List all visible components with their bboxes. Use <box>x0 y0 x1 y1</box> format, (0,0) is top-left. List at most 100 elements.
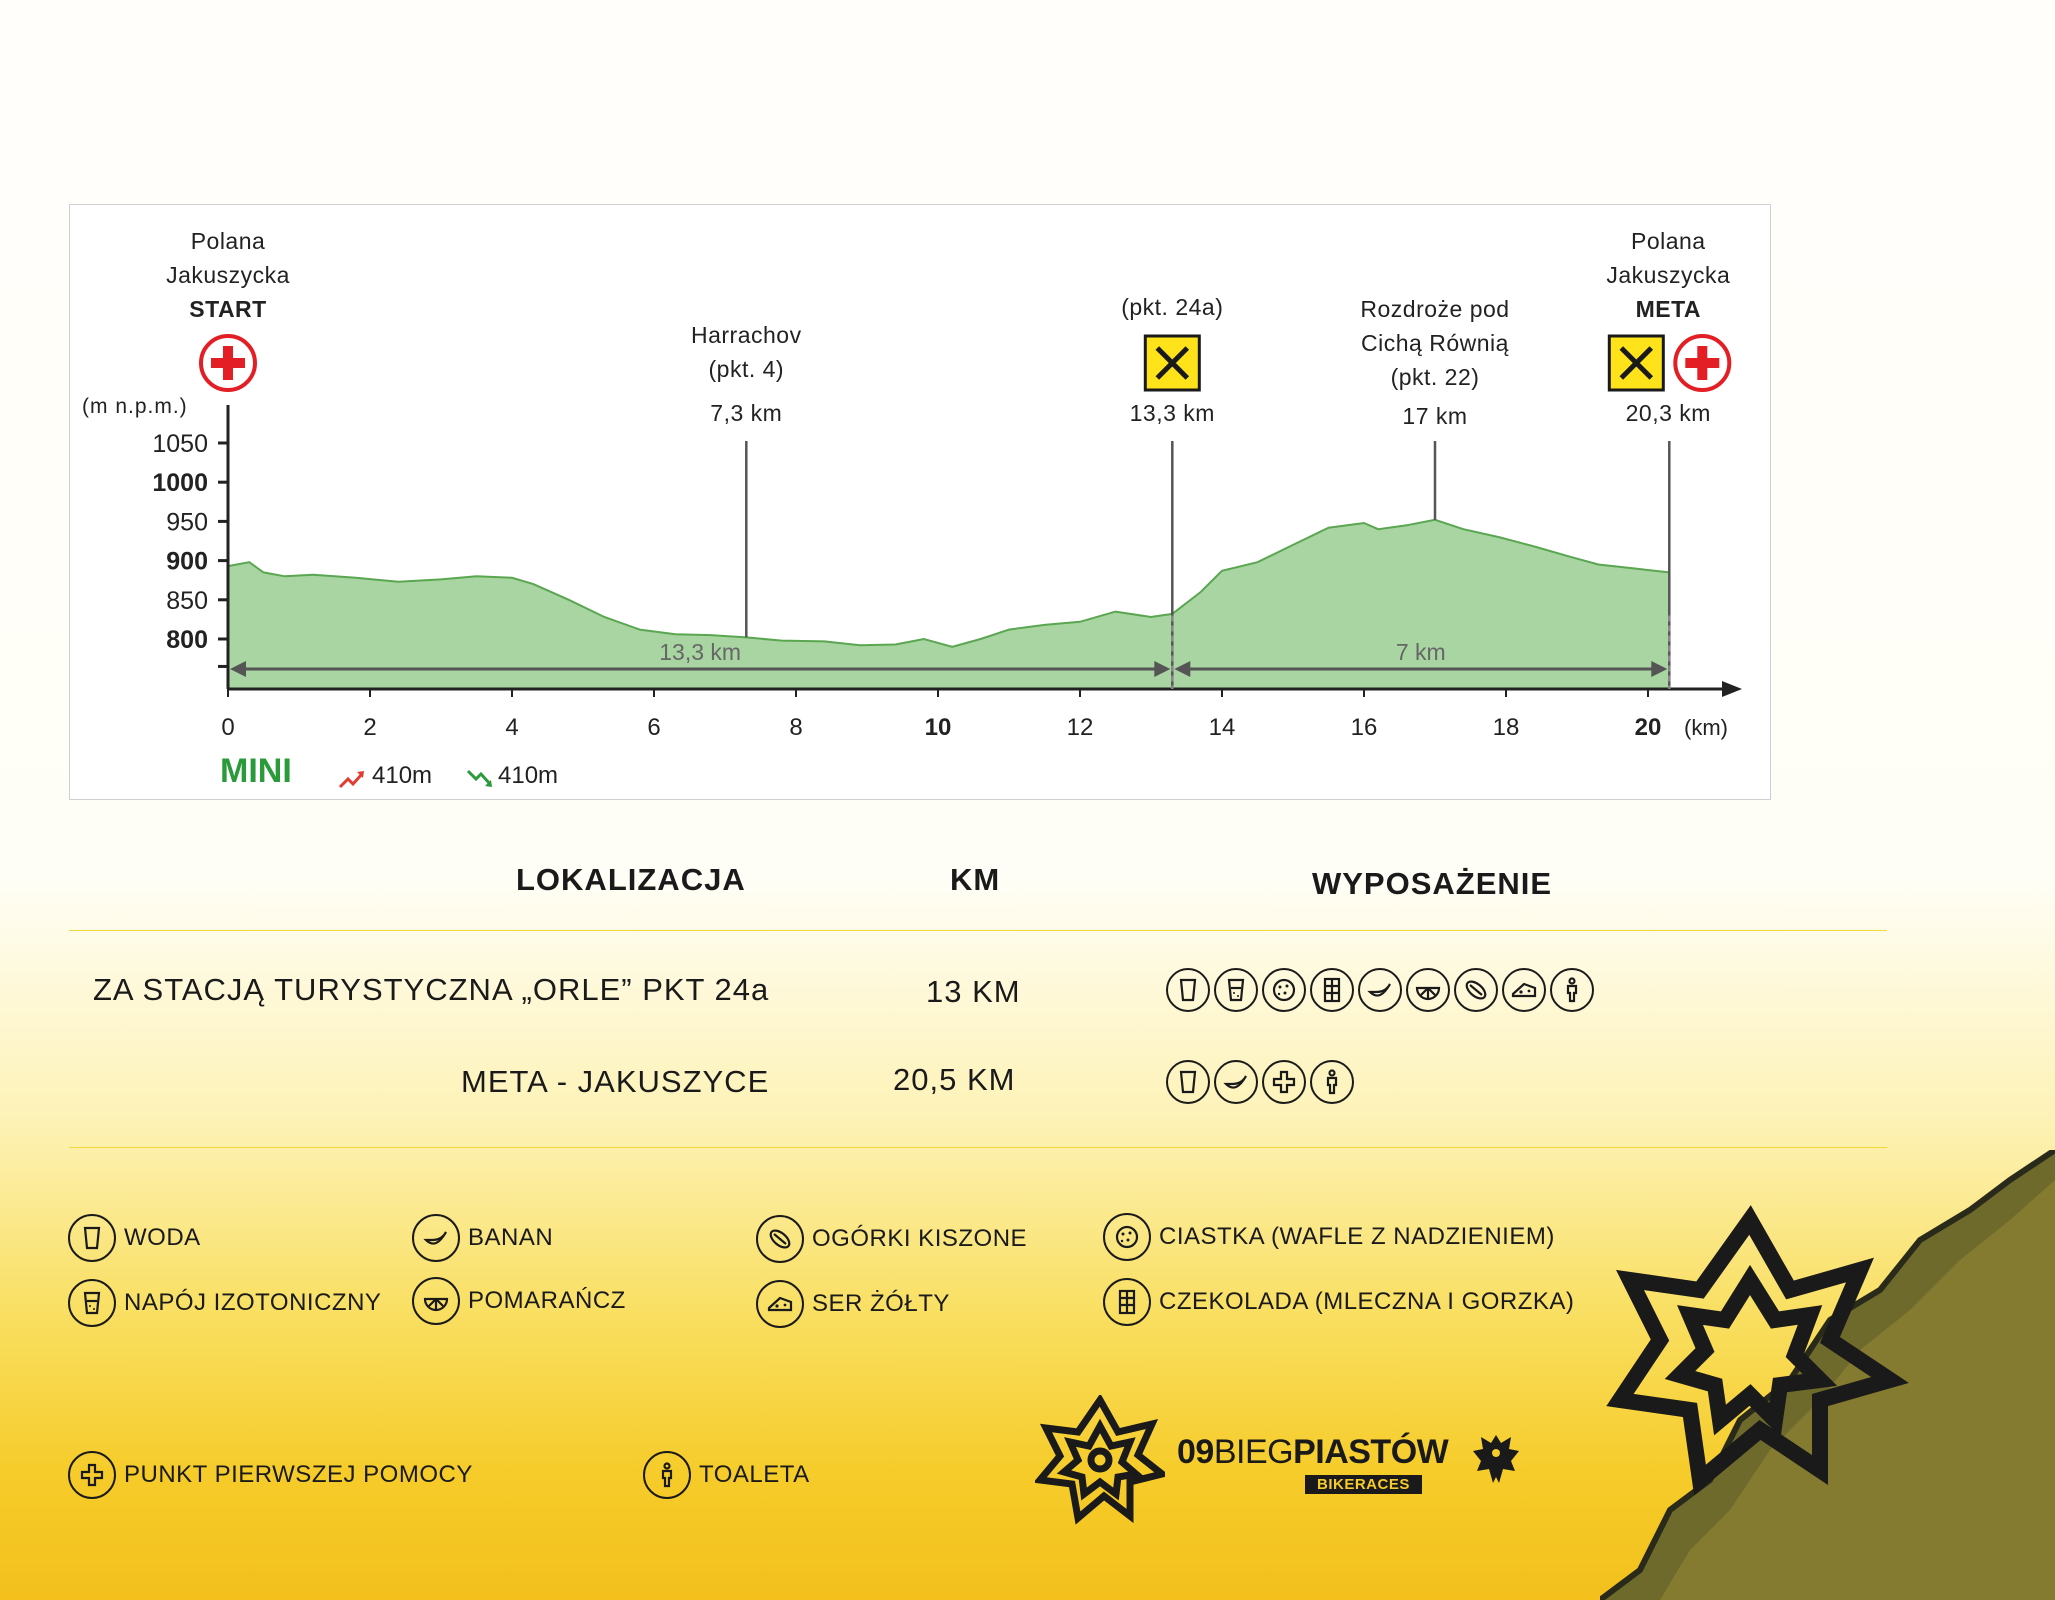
legend-first-aid-label: PUNKT PIERWSZEJ POMOCY <box>124 1461 473 1488</box>
legend-banana: BANAN <box>412 1214 553 1262</box>
waypoint-name: Jakuszycka <box>1606 262 1730 288</box>
segment-label: 13,3 km <box>659 639 741 665</box>
elevation-profile-chart: (m n.p.m.) 800 850 900 950 1000 1050 0 2 4 6 8 10 12 1… <box>82 228 1742 790</box>
x-tick-label: 20 <box>1635 714 1662 741</box>
isotonic-icon <box>1214 968 1258 1012</box>
x-axis-arrow <box>1722 681 1742 697</box>
toilet-icon <box>643 1451 691 1499</box>
cheese-icon <box>756 1280 804 1328</box>
elevation-area <box>228 519 1670 689</box>
big-emblem-icon <box>1606 1205 1909 1496</box>
legend-isotonic: NAPÓJ IZOTONICZNY <box>68 1279 381 1327</box>
chocolate-icon <box>1310 968 1354 1012</box>
orange-icon <box>1406 968 1450 1012</box>
legend-first-aid: PUNKT PIERWSZEJ POMOCY <box>68 1451 473 1499</box>
legend-isotonic-label: NAPÓJ IZOTONICZNY <box>124 1289 382 1316</box>
legend-water-label: WODA <box>124 1224 201 1251</box>
logo-brand-a: BIEG <box>1213 1433 1294 1471</box>
waypoint-name: START <box>189 296 266 322</box>
waypoint-distance: 13,3 km <box>1130 400 1215 426</box>
legend-chocolate-label: CZEKOLADA (MLECZNA I GORZKA) <box>1159 1288 1575 1315</box>
waypoint-name: Harrachov <box>691 322 802 348</box>
segment-arrow-left <box>1174 661 1191 677</box>
legend-cookie: CIASTKA (WAFLE Z NADZIENIEM) <box>1103 1213 1555 1261</box>
waypoint-distance: 20,3 km <box>1626 400 1711 426</box>
segment-label: 7 km <box>1396 639 1446 665</box>
first-aid-cross <box>1685 346 1720 380</box>
toilet-icon <box>1550 968 1594 1012</box>
banana-icon <box>1214 1060 1258 1104</box>
row-1-km: 13 KM <box>926 974 1021 1009</box>
y-tick-label: 850 <box>166 587 208 615</box>
banana-icon <box>1358 968 1402 1012</box>
profile-name: MINI <box>220 752 292 790</box>
waypoint-name: Cichą Równią <box>1361 330 1509 356</box>
y-tick-label: 1000 <box>152 469 208 497</box>
legend-toilet: TOALETA <box>643 1451 810 1499</box>
pickle-icon <box>756 1215 804 1263</box>
first-aid-icon <box>1673 334 1732 392</box>
row-1-equipment-icons <box>1166 968 1594 1012</box>
legend-pickle-label: OGÓRKI KISZONE <box>812 1225 1028 1252</box>
elevation-line <box>227 518 1670 648</box>
orange-icon <box>412 1277 460 1325</box>
legend-orange: POMARAŃCZ <box>412 1277 626 1325</box>
food-station-icon <box>1143 334 1201 392</box>
waypoint-name: (pkt. 22) <box>1391 364 1480 390</box>
legend-toilet-label: TOALETA <box>699 1461 810 1488</box>
food-station-cutlery <box>1155 346 1190 380</box>
legend-chocolate: CZEKOLADA (MLECZNA I GORZKA) <box>1103 1278 1574 1326</box>
waypoint-name: (pkt. 24a) <box>1121 294 1223 320</box>
ascent-icon <box>338 771 364 789</box>
x-tick-label: 18 <box>1493 714 1520 741</box>
legend-cheese-label: SER ŻÓŁTY <box>812 1290 950 1317</box>
legend-orange-label: POMARAŃCZ <box>468 1287 626 1314</box>
x-tick-label: 8 <box>789 714 802 741</box>
water-icon <box>1166 1060 1210 1104</box>
row-2-equipment-icons <box>1166 1060 1354 1104</box>
row-2-km: 20,5 KM <box>893 1062 1016 1097</box>
decorative-mountain-corner <box>1600 1150 2055 1600</box>
logo-brand-b: PIASTÓW <box>1293 1433 1449 1471</box>
cheese-icon <box>1502 968 1546 1012</box>
banana-icon <box>412 1214 460 1262</box>
x-tick-label: 14 <box>1209 714 1236 741</box>
cookie-icon <box>1103 1213 1151 1261</box>
ascent-value: 410m <box>372 762 432 789</box>
first-aid-cross <box>211 346 245 380</box>
y-tick-label: 1050 <box>152 430 208 458</box>
isotonic-icon <box>68 1279 116 1327</box>
waypoint-name: Polana <box>1631 228 1706 254</box>
waypoint-distance: 7,3 km <box>710 400 782 426</box>
first-aid-icon <box>68 1451 116 1499</box>
pickle-icon <box>1454 968 1498 1012</box>
waypoint-name: Rozdroże pod <box>1360 296 1509 322</box>
first-aid-icon <box>1262 1060 1306 1104</box>
y-tick-label: 800 <box>166 626 208 654</box>
header-location: LOKALIZACJA <box>516 862 746 897</box>
segment-arrow-right <box>1651 661 1668 677</box>
x-axis-title: (km) <box>1684 715 1728 740</box>
header-equipment: WYPOSAŻENIE <box>1312 866 1553 901</box>
legend-banana-label: BANAN <box>468 1224 554 1251</box>
x-tick-label: 10 <box>925 714 952 741</box>
legend-pickle: OGÓRKI KISZONE <box>756 1215 1027 1263</box>
waypoint-distance: 17 km <box>1402 403 1467 429</box>
header-km: KM <box>950 862 1001 897</box>
water-icon <box>68 1214 116 1262</box>
chocolate-icon <box>1103 1278 1151 1326</box>
waypoint-name: META <box>1636 296 1701 322</box>
toilet-icon <box>1310 1060 1354 1104</box>
divider-top <box>69 930 1887 931</box>
segment-arrow-left <box>230 661 246 677</box>
x-tick-label: 0 <box>221 714 234 741</box>
logo-number: 09 <box>1177 1433 1214 1471</box>
legend-cookie-label: CIASTKA (WAFLE Z NADZIENIEM) <box>1159 1223 1555 1250</box>
legend-cheese: SER ŻÓŁTY <box>756 1280 950 1328</box>
x-tick-label: 4 <box>505 714 518 741</box>
segment-arrow-right <box>1154 661 1171 677</box>
logo-sub: BIKERACES <box>1305 1475 1422 1494</box>
descent-icon <box>466 769 492 787</box>
x-tick-label: 12 <box>1067 714 1094 741</box>
divider-bottom <box>69 1147 1887 1148</box>
